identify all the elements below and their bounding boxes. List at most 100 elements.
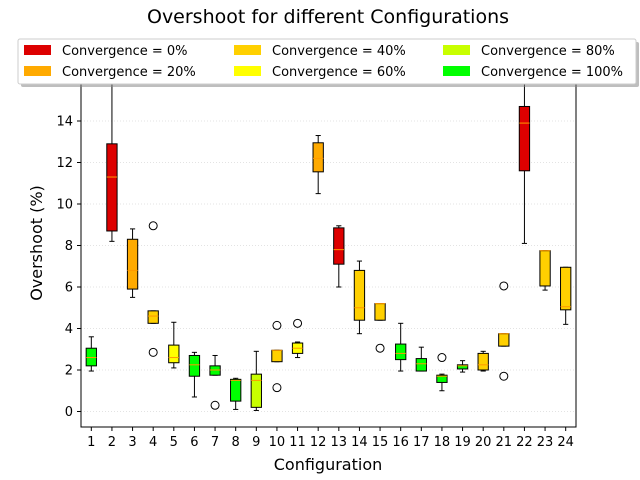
box-config-16 [395, 322, 407, 372]
box-body [271, 349, 283, 363]
box-config-10 [271, 320, 283, 393]
legend-swatch [443, 45, 470, 55]
x-tick-label: 15 [372, 435, 389, 450]
flier-point [210, 400, 220, 410]
x-tick-label: 17 [413, 435, 430, 450]
x-tick-label: 1 [87, 435, 95, 450]
box-body [518, 105, 531, 172]
y-tick-label: 6 [65, 281, 73, 296]
legend-item: Convergence = 100% [443, 65, 623, 80]
legend-item: Convergence = 60% [234, 65, 406, 80]
legend-item: Convergence = 80% [443, 44, 615, 59]
box-config-8 [230, 377, 242, 410]
legend-item: Convergence = 20% [24, 65, 196, 80]
x-tick-label: 13 [331, 435, 348, 450]
box-body [415, 358, 427, 372]
box-body [333, 227, 345, 265]
x-tick-label: 9 [252, 435, 260, 450]
y-tick-label: 12 [56, 156, 73, 171]
box-config-11 [291, 318, 304, 359]
legend: Convergence = 0% Convergence = 20% Converg… [17, 38, 639, 87]
box-config-3 [126, 228, 139, 298]
x-tick-label: 18 [434, 435, 451, 450]
box-body [456, 364, 469, 370]
box-config-21 [498, 281, 510, 381]
legend-swatch [24, 45, 51, 55]
legend-label: Convergence = 40% [272, 44, 406, 59]
flier-point [437, 353, 447, 363]
x-tick-label: 16 [392, 435, 409, 450]
flier-point [272, 320, 282, 330]
box-config-24 [560, 266, 572, 325]
legend-label: Convergence = 100% [481, 65, 623, 80]
flier-point [148, 347, 158, 357]
y-tick-label: 10 [56, 198, 73, 213]
x-tick-label: 21 [496, 435, 513, 450]
box-body [126, 238, 139, 290]
box-config-15 [374, 303, 386, 353]
box-body [209, 365, 221, 376]
x-tick-label: 23 [537, 435, 554, 450]
legend-item: Convergence = 0% [24, 44, 188, 59]
x-tick-label: 11 [289, 435, 306, 450]
legend-label: Convergence = 60% [272, 65, 406, 80]
box-config-13 [333, 225, 345, 288]
box-body [312, 142, 324, 173]
y-tick-label: 4 [65, 322, 73, 337]
box-body [560, 266, 572, 311]
boxes [85, 83, 572, 411]
y-tick-label: 14 [56, 115, 73, 130]
legend-label: Convergence = 80% [481, 44, 615, 59]
legend-swatch [234, 66, 261, 76]
x-tick-label: 5 [170, 435, 178, 450]
legend-swatch [443, 66, 470, 76]
x-tick-label: 12 [310, 435, 327, 450]
box-config-17 [415, 346, 427, 372]
x-tick-label: 8 [232, 435, 240, 450]
x-tick-label: 22 [516, 435, 533, 450]
x-tick-label: 3 [128, 435, 136, 450]
box-config-7 [209, 354, 221, 410]
flier-point [375, 343, 385, 353]
box-body [168, 344, 180, 364]
box-body [106, 143, 118, 232]
x-tick-label: 2 [108, 435, 116, 450]
box-body [250, 373, 262, 408]
box-config-22 [518, 83, 531, 244]
legend-label: Convergence = 0% [62, 44, 188, 59]
box-config-18 [436, 353, 448, 392]
box-config-9 [250, 350, 262, 411]
x-tick-label: 19 [454, 435, 471, 450]
x-tick-label: 20 [475, 435, 492, 450]
x-tick-label: 24 [557, 435, 574, 450]
flier-point [148, 221, 158, 231]
box-body [436, 374, 448, 383]
legend-item: Convergence = 40% [234, 44, 406, 59]
y-tick-label: 0 [65, 405, 73, 420]
box-config-20 [477, 350, 489, 372]
x-axis-label: Configuration [274, 455, 383, 474]
box-config-6 [188, 351, 201, 398]
box-body [85, 347, 97, 367]
box-body [353, 269, 366, 321]
box-config-14 [353, 260, 366, 335]
box-body [498, 333, 510, 347]
x-tick-label: 7 [211, 435, 219, 450]
legend-label: Convergence = 20% [62, 65, 196, 80]
box-body [539, 250, 551, 287]
y-tick-label: 8 [65, 239, 73, 254]
legend-swatch [24, 66, 51, 76]
y-axis-label: Overshoot (%) [27, 185, 46, 301]
box-body [188, 354, 201, 377]
box-config-19 [456, 360, 469, 373]
box-body [374, 303, 386, 321]
flier-point [499, 371, 509, 381]
box-config-4 [147, 221, 159, 357]
x-tick-label: 10 [269, 435, 286, 450]
y-tick-label: 2 [65, 364, 73, 379]
flier-point [293, 318, 303, 328]
x-tick-label: 4 [149, 435, 157, 450]
box-body [395, 343, 407, 361]
